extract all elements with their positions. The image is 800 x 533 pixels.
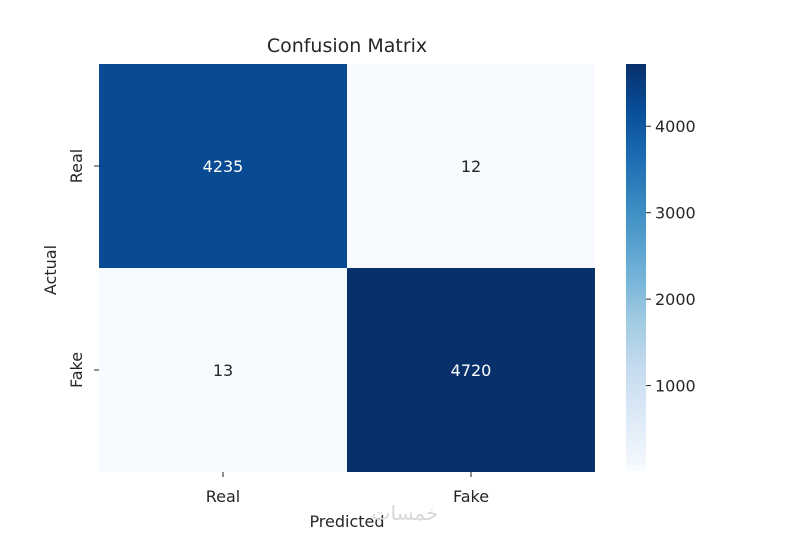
heatmap-cell-0-0 — [99, 64, 347, 268]
heatmap-cells — [99, 64, 595, 472]
cell-value-1-1: 4720 — [451, 361, 492, 380]
cell-annotations: 4235 12 13 4720 — [203, 157, 492, 380]
colorbar-tick-label: 3000 — [655, 204, 696, 223]
cell-value-0-0: 4235 — [203, 157, 244, 176]
colorbar-tick-label: 4000 — [655, 117, 696, 136]
y-axis-ticks: Real Fake — [67, 149, 99, 388]
x-axis-ticks: Real Fake — [206, 472, 489, 506]
y-axis-label: Actual — [41, 245, 60, 295]
colorbar-tick-label: 2000 — [655, 290, 696, 309]
x-axis-label: Predicted — [309, 512, 384, 531]
y-tick-label: Fake — [67, 352, 86, 388]
chart-title: Confusion Matrix — [267, 35, 427, 57]
cell-value-1-0: 13 — [213, 361, 233, 380]
colorbar — [626, 64, 646, 471]
colorbar-tick-label: 1000 — [655, 377, 696, 396]
y-tick-label: Real — [67, 149, 86, 184]
x-tick-label: Fake — [453, 487, 489, 506]
heatmap-cell-1-1 — [347, 268, 595, 472]
watermark-logo: خمسات — [372, 501, 439, 525]
cell-value-0-1: 12 — [461, 157, 481, 176]
x-tick-label: Real — [206, 487, 241, 506]
heatmap-cell-1-0 — [99, 268, 347, 472]
heatmap-cell-0-1 — [347, 64, 595, 268]
colorbar-ticks: 1000 2000 3000 4000 — [646, 117, 696, 396]
